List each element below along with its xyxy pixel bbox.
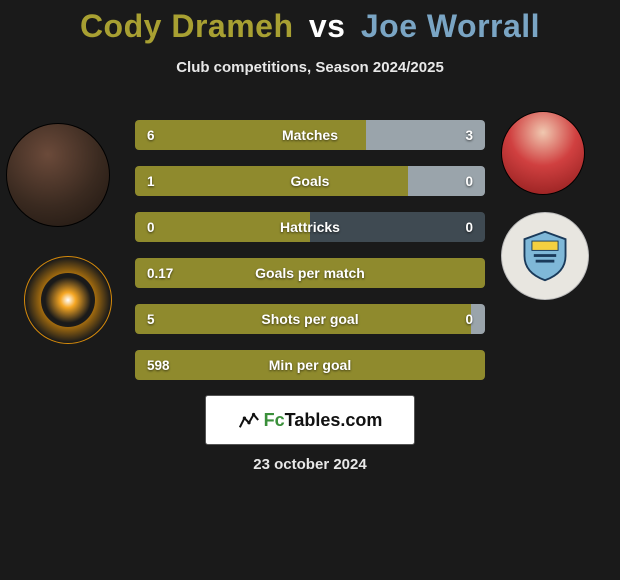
- stat-row: Matches6 3: [135, 120, 485, 150]
- stat-label: Shots per goal: [135, 311, 485, 327]
- stat-value-right: 3: [465, 128, 473, 143]
- player2-avatar: [501, 111, 585, 195]
- vs-label: vs: [309, 8, 346, 44]
- stat-value-right: 0: [465, 174, 473, 189]
- stat-label: Goals: [135, 173, 485, 189]
- stat-value-right: 0: [465, 312, 473, 327]
- stat-value-left: 1: [147, 174, 155, 189]
- stat-label: Goals per match: [135, 265, 485, 281]
- snapshot-date: 23 october 2024: [0, 456, 620, 473]
- fctables-text: FcTables.com: [264, 410, 383, 431]
- stat-row: Goals1 0: [135, 166, 485, 196]
- chart-icon: [238, 409, 260, 431]
- stat-value-left: 0: [147, 220, 155, 235]
- stat-label: Matches: [135, 127, 485, 143]
- stat-label: Hattricks: [135, 219, 485, 235]
- stat-value-left: 5: [147, 312, 155, 327]
- player1-avatar: [6, 123, 110, 227]
- player1-club-badge: [24, 256, 112, 344]
- stat-value-left: 598: [147, 358, 170, 373]
- player2-name: Joe Worrall: [361, 8, 540, 44]
- stat-value-right: 0: [465, 220, 473, 235]
- stat-row: Min per goal598: [135, 350, 485, 380]
- stats-table: Matches63Goals10Hattricks00Goals per mat…: [135, 120, 485, 396]
- stat-value-left: 6: [147, 128, 155, 143]
- stat-row: Hattricks0 0: [135, 212, 485, 242]
- comparison-title: Cody Drameh vs Joe Worrall: [0, 0, 620, 45]
- stat-label: Min per goal: [135, 357, 485, 373]
- subtitle: Club competitions, Season 2024/2025: [0, 59, 620, 76]
- player2-club-badge: [501, 212, 589, 300]
- stat-value-left: 0.17: [147, 266, 173, 281]
- stat-row: Goals per match0.17: [135, 258, 485, 288]
- fctables-badge[interactable]: FcTables.com: [205, 395, 415, 445]
- stat-row: Shots per goal5 0: [135, 304, 485, 334]
- player1-name: Cody Drameh: [80, 8, 294, 44]
